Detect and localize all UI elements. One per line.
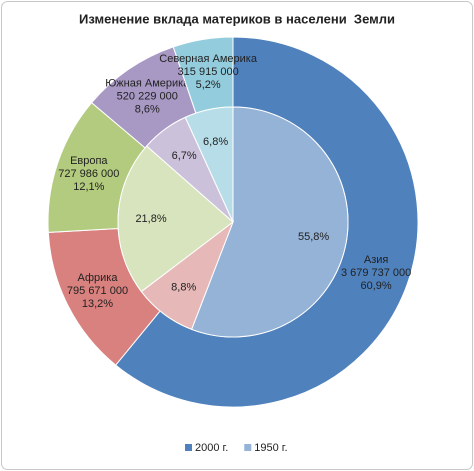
slice-value-label: 3 679 737 000 [341,267,411,279]
slice-category-label: Азия [364,254,389,266]
slice-value-label: 6,7% [172,150,197,162]
legend-label: 2000 г. [195,442,228,454]
slice-percent-label: 5,2% [196,79,221,91]
legend-label: 1950 г. [254,442,287,454]
slice-value-label: 727 986 000 [58,168,119,180]
slice-category-label: Африка [78,272,119,284]
legend-swatch [244,444,252,451]
slice [117,145,234,293]
slice-category-label: Северная Америка [159,53,258,65]
slice-value-label: 315 915 000 [178,66,239,78]
slice-percent-label: 13,2% [82,298,113,310]
slice [184,106,234,223]
slice-value-label: 795 671 000 [67,285,128,297]
chart-title: Изменение вклада материков в населени Зе… [79,11,395,26]
slice-value-label: 8,8% [171,281,196,293]
slice-value-label: 520 229 000 [117,90,178,102]
slice-category-label: Европа [70,155,108,167]
legend-swatch [185,444,192,451]
slice-value-label: 6,8% [203,136,228,148]
slice [190,106,349,338]
slice-percent-label: 12,1% [73,181,104,193]
slice-percent-label: 60,9% [361,280,392,292]
slice-percent-label: 8,6% [135,103,160,115]
slice-category-label: Южная Америка [105,77,190,89]
slice-value-label: 21,8% [135,213,166,225]
slice-value-label: 55,8% [298,231,329,243]
